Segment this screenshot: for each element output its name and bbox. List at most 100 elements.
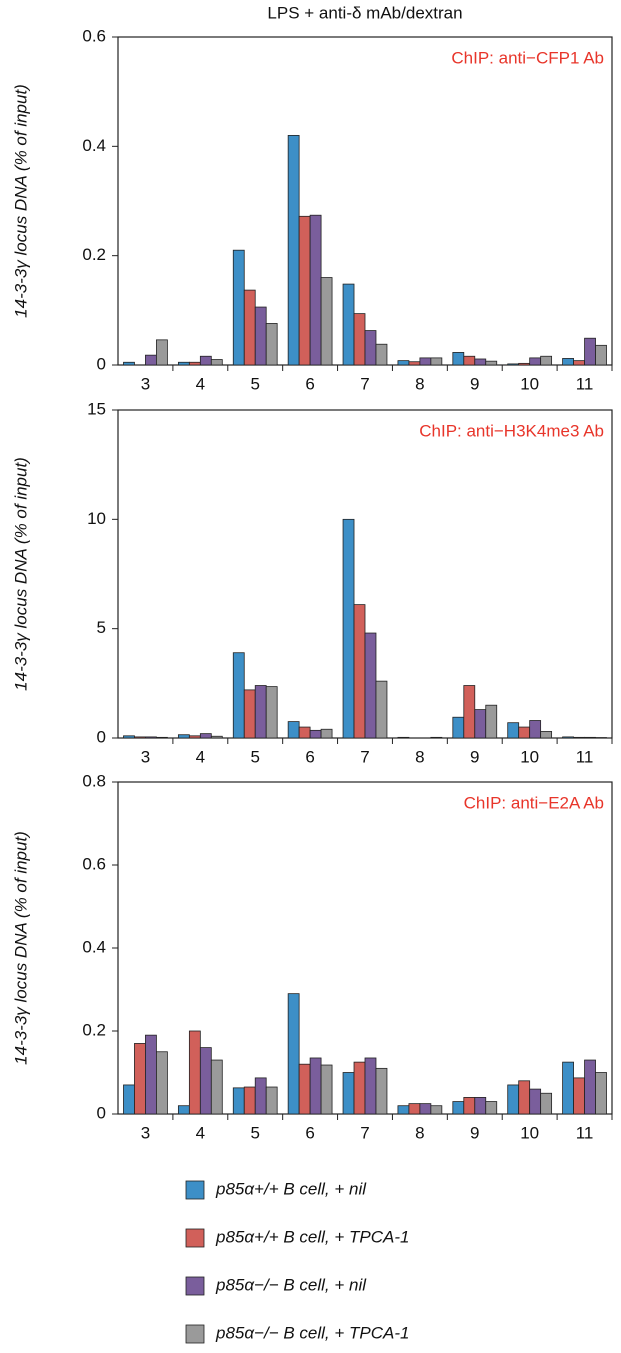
bar bbox=[364, 330, 377, 366]
y-tick-label: 0.6 bbox=[82, 26, 106, 45]
x-tick-label: 3 bbox=[141, 1123, 150, 1142]
bar bbox=[123, 361, 135, 366]
x-tick-label: 6 bbox=[305, 374, 314, 393]
bar bbox=[540, 1092, 553, 1115]
bar bbox=[298, 1063, 311, 1115]
bar bbox=[210, 1059, 223, 1115]
bar bbox=[353, 313, 366, 366]
legend-label: p85α+/+ B cell, + nil bbox=[215, 1179, 367, 1198]
bar bbox=[573, 360, 585, 366]
bar bbox=[309, 214, 322, 366]
legend-label: p85α+/+ B cell, + TPCA-1 bbox=[215, 1227, 409, 1246]
bar bbox=[485, 704, 498, 739]
y-tick-label: 0.2 bbox=[82, 245, 106, 264]
x-tick-label: 7 bbox=[360, 747, 369, 766]
y-tick-label: 0.4 bbox=[82, 937, 106, 956]
bar bbox=[199, 1047, 212, 1115]
bar bbox=[463, 1097, 476, 1115]
bar bbox=[232, 652, 245, 739]
bar bbox=[287, 993, 300, 1115]
legend-swatch bbox=[185, 1228, 205, 1248]
bar bbox=[199, 733, 212, 739]
annotation: ChIP: anti−E2A Ab bbox=[464, 793, 604, 812]
bar bbox=[518, 1080, 531, 1115]
annotation: ChIP: anti−CFP1 Ab bbox=[451, 48, 604, 67]
bar bbox=[265, 1086, 278, 1115]
bar bbox=[188, 1030, 201, 1115]
x-tick-label: 11 bbox=[576, 747, 594, 766]
bar bbox=[562, 736, 574, 739]
bar bbox=[342, 283, 355, 366]
legend-swatch bbox=[185, 1276, 205, 1296]
legend-swatch bbox=[185, 1324, 205, 1344]
y-tick-label: 0 bbox=[97, 354, 106, 373]
bar bbox=[123, 1084, 135, 1115]
bar bbox=[452, 1101, 465, 1115]
x-tick-label: 8 bbox=[415, 1123, 424, 1142]
y-tick-label: 0.4 bbox=[82, 136, 106, 155]
bar bbox=[408, 1103, 421, 1115]
bar bbox=[540, 355, 553, 366]
bar bbox=[156, 736, 168, 739]
bar bbox=[188, 361, 201, 366]
bar bbox=[430, 1105, 443, 1115]
bar bbox=[232, 249, 245, 366]
legend-label: p85α−/− B cell, + TPCA-1 bbox=[215, 1323, 409, 1342]
x-tick-label: 11 bbox=[576, 1123, 594, 1142]
bar bbox=[156, 339, 168, 366]
bar bbox=[364, 632, 377, 739]
bar bbox=[463, 685, 476, 739]
x-tick-label: 7 bbox=[360, 374, 369, 393]
x-tick-label: 5 bbox=[250, 374, 259, 393]
legend-label: p85α−/− B cell, + nil bbox=[215, 1275, 367, 1294]
bar bbox=[123, 735, 135, 739]
bar bbox=[243, 1086, 256, 1115]
bar bbox=[177, 1105, 190, 1115]
bar bbox=[309, 1057, 322, 1115]
bar bbox=[254, 1077, 267, 1115]
y-axis-label: 14-3-3γ locus DNA (% of input) bbox=[11, 84, 30, 318]
x-tick-label: 9 bbox=[470, 374, 479, 393]
y-tick-label: 0 bbox=[97, 1103, 106, 1122]
y-axis-label: 14-3-3γ locus DNA (% of input) bbox=[11, 457, 30, 691]
bar bbox=[518, 362, 531, 366]
bar bbox=[430, 357, 443, 366]
bar bbox=[573, 736, 585, 739]
bar bbox=[320, 728, 333, 739]
y-tick-label: 15 bbox=[87, 399, 106, 418]
bar bbox=[254, 306, 267, 366]
x-tick-label: 10 bbox=[520, 1123, 539, 1142]
bar bbox=[507, 1084, 520, 1115]
x-tick-label: 9 bbox=[470, 1123, 479, 1142]
bar bbox=[353, 604, 366, 739]
bar bbox=[375, 680, 388, 739]
bar bbox=[265, 686, 278, 739]
bar bbox=[595, 344, 607, 366]
x-tick-label: 9 bbox=[470, 747, 479, 766]
bar bbox=[529, 1088, 542, 1115]
bar bbox=[287, 721, 300, 739]
bar bbox=[540, 731, 553, 739]
bar bbox=[134, 1043, 146, 1115]
chart-title: LPS + anti-δ mAb/dextran bbox=[267, 3, 462, 22]
bar bbox=[408, 361, 421, 366]
bar bbox=[232, 1087, 245, 1115]
y-tick-label: 0.8 bbox=[82, 771, 106, 790]
bar bbox=[364, 1057, 377, 1115]
bar bbox=[309, 729, 322, 739]
y-tick-label: 0.6 bbox=[82, 854, 106, 873]
x-tick-label: 4 bbox=[196, 374, 205, 393]
bar bbox=[210, 735, 223, 739]
bar bbox=[320, 277, 333, 366]
bar bbox=[595, 1072, 607, 1115]
bar bbox=[254, 685, 267, 739]
bar bbox=[452, 352, 465, 366]
bar bbox=[177, 361, 190, 366]
x-tick-label: 10 bbox=[520, 747, 539, 766]
bar bbox=[518, 726, 531, 739]
bar bbox=[452, 716, 465, 739]
bar bbox=[177, 734, 190, 739]
bar bbox=[134, 736, 146, 739]
x-tick-label: 4 bbox=[196, 1123, 205, 1142]
bar bbox=[145, 354, 157, 366]
